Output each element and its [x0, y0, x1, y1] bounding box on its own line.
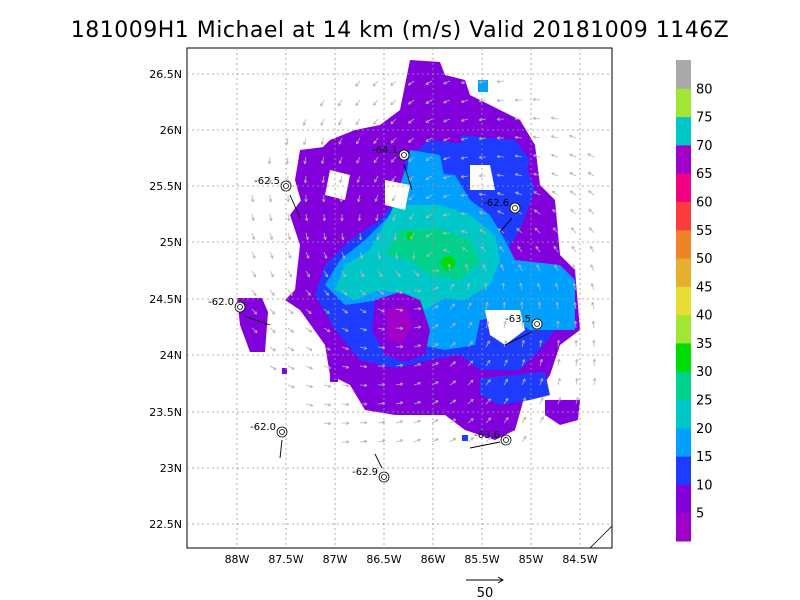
lon-label: 87.5W [268, 553, 303, 566]
plot-frame [186, 47, 613, 549]
lat-label: 24N [160, 349, 182, 362]
station-marker: -63.5 [504, 314, 543, 346]
colorbar-label: 5 [696, 507, 704, 522]
colorbar-label: 55 [696, 224, 713, 239]
colorbar-label: 20 [696, 422, 713, 437]
station-marker: -62.5 [254, 176, 301, 219]
lon-label: 88W [225, 553, 250, 566]
colorbar-segment [676, 512, 691, 542]
wind-field [237, 60, 597, 444]
lon-label: 85.5W [464, 553, 499, 566]
station-label: -62.6 [483, 198, 509, 209]
lat-label: 23.5N [149, 406, 182, 419]
colorbar-label: 70 [696, 139, 713, 154]
colorbar-segment [676, 371, 691, 401]
lon-label: 85W [519, 553, 544, 566]
colorbar-segment [676, 144, 691, 174]
colorbar-segment [676, 116, 691, 146]
wind-vectors [250, 79, 597, 444]
lat-label: 25N [160, 236, 182, 249]
colorbar-label: 15 [696, 450, 713, 465]
colorbar-label: 45 [696, 280, 713, 295]
lon-label: 86W [421, 553, 446, 566]
lat-label: 22.5N [149, 518, 182, 531]
map-title: 181009H1 Michael at 14 km (m/s) Valid 20… [70, 18, 730, 43]
colorbar-segment [676, 314, 691, 344]
lat-label: 26.5N [149, 68, 182, 81]
station-label: -62.9 [352, 467, 378, 478]
colorbar-segment [676, 173, 691, 202]
colorbar: 5 10 15 20 25 30 35 40 45 50 55 60 65 70 75 80 [676, 60, 713, 542]
colorbar-segment [676, 427, 691, 457]
latitude-labels: 26.5N 26N 25.5N 25N 24.5N 24N 23.5N 23N 22.5N [149, 68, 182, 531]
station-marker: -64.1 [372, 145, 413, 191]
colorbar-label: 50 [696, 252, 713, 267]
station-marker: -63.6 [469, 430, 512, 449]
lon-label: 84.5W [562, 553, 597, 566]
station-marker: -62.6 [483, 198, 521, 233]
colorbar-segment [676, 399, 691, 429]
station-label: -62.5 [254, 176, 280, 187]
lon-label: 87W [323, 553, 348, 566]
observation-stations: -62.5 -64.1 -62.6 -62.0 -63.5 -62.0 -63.6 -62.9 [208, 145, 543, 483]
station-label: -63.5 [505, 314, 531, 325]
lat-lon-grid [187, 48, 612, 548]
reference-vector-label: 50 [477, 586, 494, 600]
station-marker: -62.9 [352, 453, 390, 483]
colorbar-segment [676, 342, 691, 372]
colorbar-segment [676, 484, 691, 514]
colorbar-label: 80 [696, 82, 713, 97]
colorbar-label: 10 [696, 478, 713, 493]
lat-label: 26N [160, 124, 182, 137]
station-label: -64.1 [372, 145, 398, 156]
colorbar-segment [676, 456, 691, 485]
colorbar-label: 25 [696, 394, 713, 409]
colorbar-segment [676, 201, 691, 231]
station-label: -62.0 [250, 422, 276, 433]
colorbar-label: 30 [696, 365, 713, 380]
colorbar-segment [676, 229, 691, 259]
colorbar-label: 60 [696, 195, 713, 210]
colorbar-segment [676, 60, 691, 89]
reference-vector: 50 [466, 576, 504, 600]
lat-label: 23N [160, 462, 182, 475]
longitude-labels: 88W 87.5W 87W 86.5W 86W 85.5W 85W 84.5W [225, 553, 598, 566]
colorbar-label: 65 [696, 167, 713, 182]
lat-label: 25.5N [149, 180, 182, 193]
colorbar-label: 75 [696, 111, 713, 126]
colorbar-segment [676, 258, 691, 287]
corner-barb [589, 525, 613, 549]
station-label: -63.6 [474, 430, 500, 441]
lat-label: 24.5N [149, 293, 182, 306]
colorbar-segment [676, 286, 691, 316]
station-marker: -62.0 [208, 297, 271, 326]
colorbar-segment [676, 88, 691, 118]
station-label: -62.0 [208, 297, 234, 308]
colorbar-label: 35 [696, 337, 713, 352]
station-marker: -62.0 [250, 422, 288, 459]
colorbar-label: 40 [696, 309, 713, 324]
lon-label: 86.5W [366, 553, 401, 566]
